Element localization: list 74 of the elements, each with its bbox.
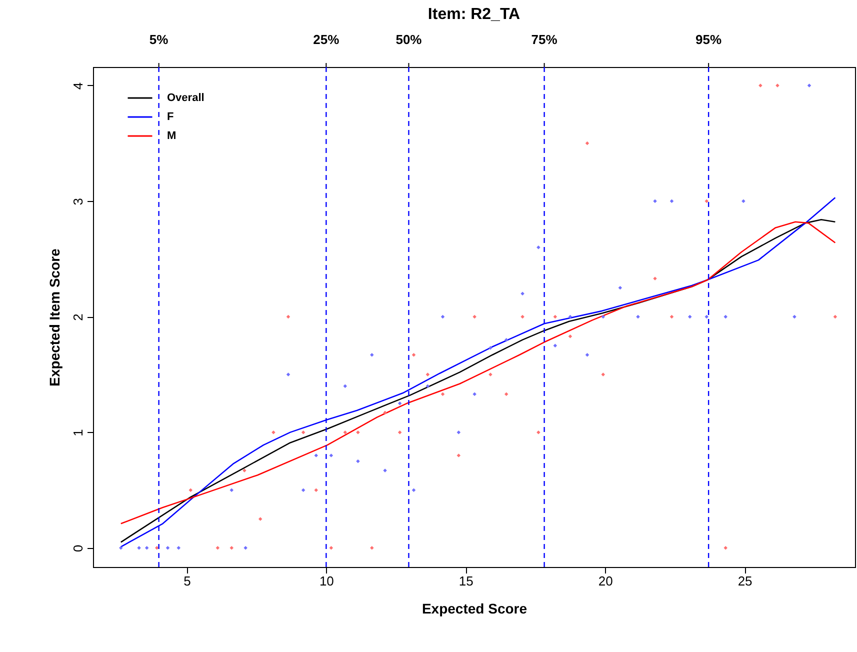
point [456, 430, 461, 434]
legend-label: F [167, 111, 174, 123]
point [230, 488, 234, 492]
x-tick-label: 10 [319, 574, 334, 588]
point [601, 372, 606, 376]
text: 25% [313, 32, 340, 47]
text: 50% [396, 32, 422, 47]
point [356, 430, 360, 434]
point [166, 546, 170, 550]
point [536, 245, 540, 250]
point [688, 314, 692, 319]
point [383, 410, 387, 415]
point [314, 454, 318, 458]
point [670, 199, 674, 203]
point [258, 517, 262, 521]
point [520, 314, 524, 319]
text: 95% [696, 32, 722, 47]
point [568, 334, 572, 338]
point [426, 372, 430, 376]
y-tick-label: 3 [70, 198, 86, 206]
y-axis-title: Expected Item Score [46, 248, 62, 386]
point [272, 430, 276, 434]
point [343, 430, 348, 434]
point [724, 314, 728, 319]
point [188, 488, 192, 492]
point [144, 546, 149, 550]
point [426, 384, 430, 388]
point [329, 454, 334, 458]
point [155, 546, 159, 550]
chart-title: Item: R2_TA [428, 6, 521, 23]
point [456, 454, 461, 458]
point [216, 546, 220, 550]
point [504, 392, 508, 396]
point [176, 546, 180, 550]
point [356, 459, 360, 464]
text: 5% [149, 32, 169, 47]
x-axis-title: Expected Score [422, 600, 528, 616]
text: 75% [531, 32, 558, 47]
x-tick-label: 5 [184, 574, 191, 588]
point [244, 546, 248, 550]
legend-label: M [167, 130, 176, 142]
point [807, 84, 812, 88]
point [398, 402, 402, 406]
point [472, 314, 476, 319]
point [601, 314, 606, 319]
point [370, 546, 374, 550]
point [301, 488, 306, 492]
point [472, 392, 476, 396]
point [286, 372, 290, 376]
point [370, 352, 374, 357]
point [742, 199, 746, 203]
point [704, 199, 708, 203]
point [536, 430, 540, 434]
y-tick-label: 0 [70, 544, 86, 552]
point [704, 314, 708, 319]
y-tick-label: 2 [70, 314, 86, 321]
point [329, 546, 334, 550]
y-tick-label: 4 [70, 82, 86, 90]
point [618, 286, 622, 290]
point [314, 488, 318, 492]
x-tick-label: 25 [738, 574, 752, 588]
point [724, 546, 728, 550]
point [636, 314, 640, 319]
point [553, 344, 558, 348]
point [504, 338, 508, 342]
point [119, 546, 123, 550]
point [343, 384, 348, 388]
point [412, 488, 416, 492]
legend-label: Overall [167, 92, 204, 104]
point [230, 546, 234, 550]
point [792, 314, 796, 319]
x-tick-label: 15 [458, 574, 474, 588]
x-tick-label: 20 [598, 574, 613, 588]
y-tick-label: 1 [70, 429, 86, 436]
